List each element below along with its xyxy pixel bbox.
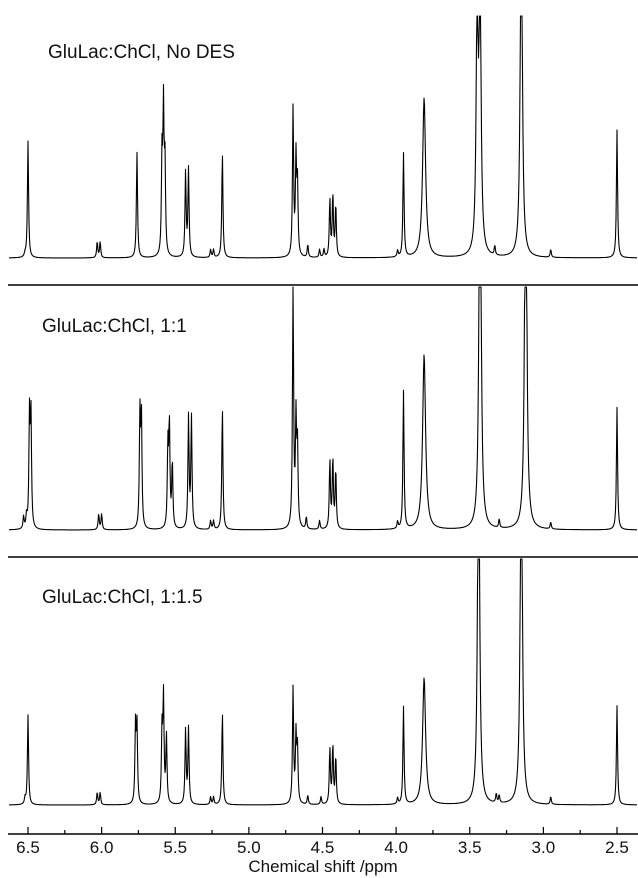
spectrum-panel-1-1: GluLac:ChCl, 1:1 xyxy=(8,286,638,531)
x-tick-label: 3.0 xyxy=(532,838,556,857)
panel-label-1-1-5: GluLac:ChCl, 1:1.5 xyxy=(42,587,203,608)
x-tick-label: 5.0 xyxy=(237,838,261,857)
spectrum-trace-1-1-5 xyxy=(8,558,638,806)
x-tick-label: 6.5 xyxy=(16,838,40,857)
x-tick-label: 3.5 xyxy=(458,838,482,857)
x-axis-tick-labels: 6.5 6.0 5.5 5.0 4.5 4.0 3.5 3.0 2.5 xyxy=(16,838,629,857)
x-axis-title: Chemical shift /ppm xyxy=(248,857,397,876)
x-tick-label: 4.5 xyxy=(311,838,335,857)
x-axis-ticks xyxy=(27,827,618,834)
spectrum-trace-no-des xyxy=(8,15,638,259)
x-tick-label: 6.0 xyxy=(90,838,114,857)
spectrum-panel-no-des: GluLac:ChCl, No DES xyxy=(8,15,638,259)
panel-label-1-1: GluLac:ChCl, 1:1 xyxy=(42,316,187,337)
x-tick-label: 4.0 xyxy=(384,838,408,857)
x-tick-label: 5.5 xyxy=(163,838,187,857)
spectrum-trace-1-1 xyxy=(8,286,638,531)
panel-label-no-des: GluLac:ChCl, No DES xyxy=(48,42,235,63)
x-tick-label: 2.5 xyxy=(605,838,629,857)
spectrum-panel-1-1-5: GluLac:ChCl, 1:1.5 xyxy=(8,558,638,806)
